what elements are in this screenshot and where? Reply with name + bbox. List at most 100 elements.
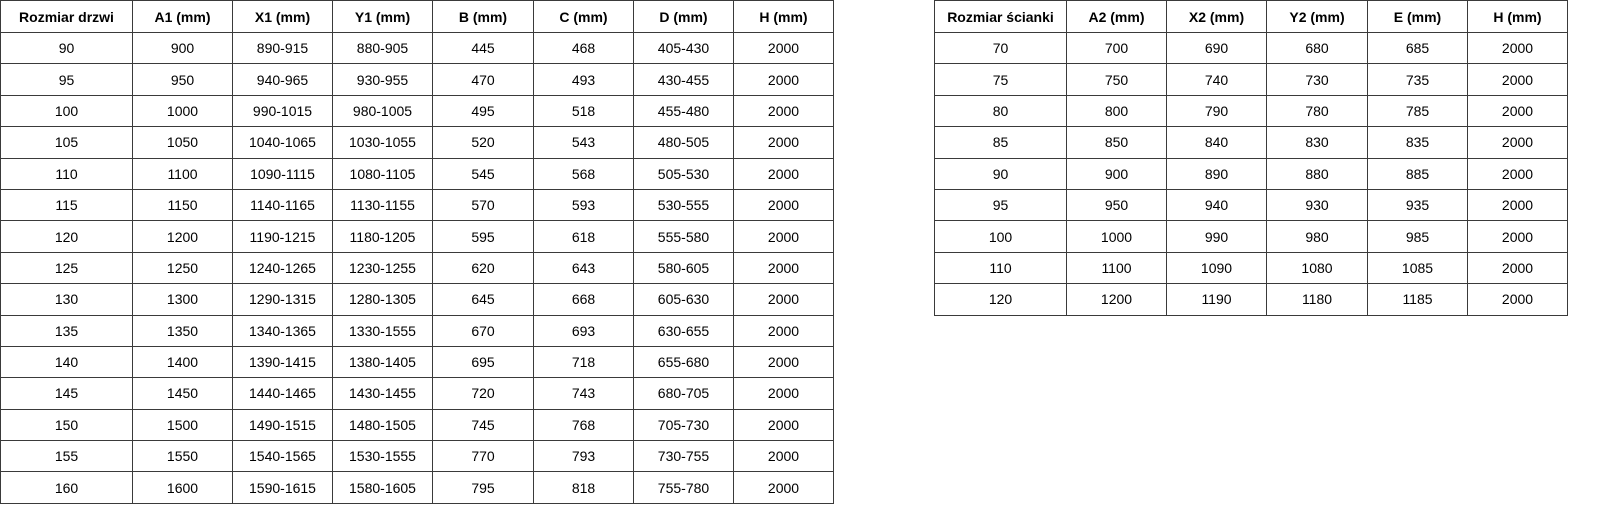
table-cell: 2000 <box>733 220 834 253</box>
table-cell: 135 <box>0 314 133 347</box>
table-cell: 1580-1605 <box>332 471 433 504</box>
table-cell: 2000 <box>1467 31 1568 65</box>
table-cell: 2000 <box>1467 126 1568 159</box>
table-cell: 85 <box>934 126 1067 159</box>
table-cell: 940 <box>1166 188 1267 222</box>
table-cell: 1150 <box>132 188 233 222</box>
table-cell: 70 <box>934 31 1067 65</box>
table-cell: 130 <box>0 283 133 316</box>
column-header: E (mm) <box>1367 0 1468 33</box>
column-header: Rozmiar drzwi <box>0 0 133 33</box>
table-cell: 2000 <box>733 440 834 473</box>
table-row: 135 1350 1340-1365 1330-1555 670 693 630-655 20… <box>0 314 834 347</box>
table-cell: 1550 <box>132 440 233 473</box>
table-cell: 885 <box>1367 157 1468 190</box>
table-cell: 405-430 <box>633 31 734 65</box>
table-cell: 720 <box>432 377 534 410</box>
table-cell: 1090-1115 <box>232 157 333 190</box>
table-cell: 95 <box>0 63 133 96</box>
table-cell: 90 <box>0 31 133 65</box>
table-cell: 1185 <box>1367 283 1468 316</box>
table-row: 90 900 890-915 880-905 445 468 405-430 2000 <box>0 31 834 65</box>
table-cell: 850 <box>1066 126 1167 159</box>
table-row: 125 1250 1240-1265 1230-1255 620 643 580-605 20… <box>0 251 834 285</box>
table-cell: 125 <box>0 251 133 285</box>
table-cell: 745 <box>432 408 534 442</box>
table-cell: 2000 <box>733 283 834 316</box>
table-cell: 2000 <box>1467 94 1568 128</box>
table-row: 110 1100 1090-1115 1080-1105 545 568 505-530 20… <box>0 157 834 190</box>
table-cell: 2000 <box>733 377 834 410</box>
table-cell: 1040-1065 <box>232 126 333 159</box>
table-cell: 690 <box>1166 31 1267 65</box>
table-cell: 950 <box>1066 188 1167 222</box>
table-cell: 120 <box>934 283 1067 316</box>
header-row: Rozmiar ścianki A2 (mm) X2 (mm) Y2 (mm) E (m… <box>934 0 1568 33</box>
table-cell: 1450 <box>132 377 233 410</box>
table-cell: 468 <box>533 31 634 65</box>
table-cell: 930-955 <box>332 63 433 96</box>
table-cell: 1540-1565 <box>232 440 333 473</box>
table-cell: 1030-1055 <box>332 126 433 159</box>
table-cell: 1250 <box>132 251 233 285</box>
table-cell: 645 <box>432 283 534 316</box>
table-cell: 80 <box>934 94 1067 128</box>
table-cell: 160 <box>0 471 133 504</box>
table-cell: 800 <box>1066 94 1167 128</box>
column-header: A2 (mm) <box>1066 0 1167 33</box>
table-cell: 2000 <box>1467 220 1568 253</box>
table-cell: 735 <box>1367 63 1468 96</box>
table-cell: 2000 <box>733 188 834 222</box>
table-cell: 150 <box>0 408 133 442</box>
table-cell: 980 <box>1266 220 1368 253</box>
table-cell: 2000 <box>1467 283 1568 316</box>
table-cell: 1330-1555 <box>332 314 433 347</box>
table-cell: 670 <box>432 314 534 347</box>
table-cell: 900 <box>132 31 233 65</box>
table-cell: 1500 <box>132 408 233 442</box>
table-cell: 1085 <box>1367 251 1468 285</box>
table-cell: 495 <box>432 94 534 128</box>
table-cell: 770 <box>432 440 534 473</box>
table-cell: 750 <box>1066 63 1167 96</box>
table-cell: 1400 <box>132 345 233 379</box>
table-cell: 890-915 <box>232 31 333 65</box>
table-row: 95 950 940-965 930-955 470 493 430-455 2000 <box>0 63 834 96</box>
table-cell: 1100 <box>132 157 233 190</box>
table-cell: 505-530 <box>633 157 734 190</box>
table-cell: 2000 <box>1467 63 1568 96</box>
table-row: 100 1000 990-1015 980-1005 495 518 455-480 2000 <box>0 94 834 128</box>
table-cell: 520 <box>432 126 534 159</box>
table-row: 160 1600 1590-1615 1580-1605 795 818 755-780 20… <box>0 471 834 504</box>
table-cell: 2000 <box>733 157 834 190</box>
column-header: X1 (mm) <box>232 0 333 33</box>
table-cell: 1530-1555 <box>332 440 433 473</box>
table-cell: 1190-1215 <box>232 220 333 253</box>
table-cell: 445 <box>432 31 534 65</box>
table-cell: 605-630 <box>633 283 734 316</box>
table-cell: 1490-1515 <box>232 408 333 442</box>
table-cell: 785 <box>1367 94 1468 128</box>
table-cell: 1180-1205 <box>332 220 433 253</box>
table-cell: 568 <box>533 157 634 190</box>
table-cell: 900 <box>1066 157 1167 190</box>
table-row: 105 1050 1040-1065 1030-1055 520 543 480-505 20… <box>0 126 834 159</box>
table-row: 85 850 840 830 835 2000 <box>934 126 1568 159</box>
table-cell: 1380-1405 <box>332 345 433 379</box>
table-cell: 1440-1465 <box>232 377 333 410</box>
table-cell: 580-605 <box>633 251 734 285</box>
table-cell: 2000 <box>733 94 834 128</box>
table-cell: 755-780 <box>633 471 734 504</box>
table-cell: 795 <box>432 471 534 504</box>
table-cell: 1100 <box>1066 251 1167 285</box>
table-cell: 1240-1265 <box>232 251 333 285</box>
table-cell: 1200 <box>1066 283 1167 316</box>
table-cell: 2000 <box>1467 157 1568 190</box>
table-cell: 100 <box>0 94 133 128</box>
table-cell: 1000 <box>132 94 233 128</box>
column-header: B (mm) <box>432 0 534 33</box>
table-cell: 718 <box>533 345 634 379</box>
table-row: 150 1500 1490-1515 1480-1505 745 768 705-730 20… <box>0 408 834 442</box>
column-header: Y2 (mm) <box>1266 0 1368 33</box>
table-cell: 618 <box>533 220 634 253</box>
